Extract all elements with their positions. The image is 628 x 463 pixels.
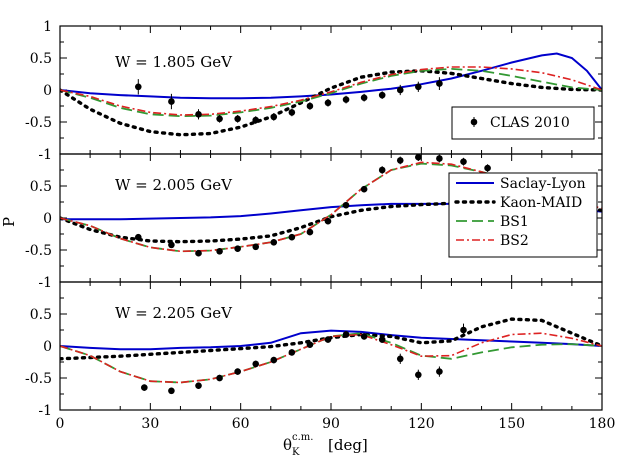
data-point	[252, 243, 260, 251]
data-point	[216, 115, 223, 123]
panel-label: W = 2.205 GeV	[115, 304, 233, 322]
data-point	[436, 368, 443, 375]
data-point	[168, 241, 175, 249]
data-point	[195, 111, 202, 118]
data-point	[216, 247, 223, 255]
series-bs1	[60, 67, 602, 118]
data-point	[270, 356, 278, 364]
legend-label-kaon-maid: Kaon-MAID	[500, 195, 582, 211]
y-axis-label: P	[0, 217, 18, 227]
y-tick-label: -1	[38, 275, 52, 291]
legend-label-clas: CLAS 2010	[490, 115, 570, 131]
x-tick-label: 150	[498, 416, 525, 432]
x-tick-label: 0	[56, 416, 65, 432]
x-tick-label: 30	[141, 416, 159, 432]
data-point	[324, 336, 332, 343]
y-tick-label: -1	[38, 403, 52, 419]
data-point	[378, 91, 386, 99]
data-point	[252, 116, 260, 124]
data-point	[396, 86, 404, 94]
x-tick-label: 120	[408, 416, 435, 432]
data-point	[436, 155, 443, 162]
legend-label-saclay-lyon: Saclay-Lyon	[500, 176, 586, 192]
data-point	[415, 371, 422, 379]
data-point	[288, 349, 296, 356]
data-point	[360, 94, 368, 101]
data-point	[436, 80, 443, 87]
y-tick-label: -0.5	[25, 115, 52, 131]
y-tick-label: 0.5	[30, 179, 52, 195]
data-point	[324, 217, 332, 225]
y-tick-label: 0	[43, 83, 52, 99]
data-point	[216, 374, 223, 382]
data-point	[378, 336, 386, 343]
series-kaon-maid	[60, 69, 602, 137]
panel-1: 1 0.5 0 -0.5 -1 W = 1.805 GeV	[25, 19, 603, 163]
data-point	[415, 154, 422, 161]
x-axis-label: θ c.m. K [deg]	[283, 432, 368, 458]
data-point	[460, 326, 467, 334]
data-point	[324, 99, 332, 107]
data-point	[360, 185, 368, 193]
data-point	[415, 83, 422, 91]
x-tick-label: 60	[232, 416, 250, 432]
y-tick-label: 0	[43, 339, 52, 355]
y-tick-label: 0	[43, 211, 52, 227]
data-point	[141, 384, 148, 391]
data-point	[252, 360, 260, 368]
data-point	[342, 96, 350, 103]
x-axis-label-unit: [deg]	[328, 436, 368, 454]
panel-3: 0.5 0 -0.5 -1 W = 2.205 GeV	[25, 281, 603, 419]
data-point	[342, 331, 350, 338]
x-tick-label: 90	[322, 416, 340, 432]
data-point	[288, 109, 296, 116]
y-tick-label: -0.5	[25, 243, 52, 259]
data-point	[270, 113, 278, 121]
data-point	[342, 201, 350, 209]
data-point	[270, 239, 278, 246]
x-tick-label: 180	[589, 416, 616, 432]
panel-label: W = 2.005 GeV	[115, 176, 233, 194]
data-point	[396, 355, 404, 363]
data-point	[234, 115, 241, 123]
series-kaon-maid	[60, 317, 602, 361]
legend-box	[448, 172, 598, 258]
data-point	[360, 333, 368, 340]
data-point	[168, 387, 175, 395]
legend-models: Saclay-Lyon Kaon-MAID BS1 BS2	[448, 172, 598, 258]
x-axis-label-superscript: c.m.	[292, 432, 313, 443]
data-point	[484, 164, 491, 172]
series-bs2	[60, 66, 602, 116]
data-point	[195, 382, 202, 389]
data-point	[168, 98, 175, 105]
series-bs2	[60, 332, 602, 384]
data-point	[396, 157, 404, 164]
data-point	[234, 368, 241, 375]
series-saclay-lyon	[60, 329, 602, 351]
legend-label-bs1: BS1	[500, 214, 529, 230]
y-tick-label: -0.5	[25, 371, 52, 387]
y-tick-label: 0.5	[30, 51, 52, 67]
series-saclay-lyon	[60, 52, 602, 100]
y-tick-label: -1	[38, 147, 52, 163]
data-point	[460, 158, 467, 165]
y-tick-label: 1	[43, 19, 52, 35]
data-point	[288, 233, 296, 241]
data-point	[306, 228, 314, 236]
data-point	[306, 341, 314, 349]
data-point	[234, 245, 241, 253]
legend-label-bs2: BS2	[500, 233, 529, 249]
x-axis-label-subscript: K	[292, 447, 300, 458]
data-point	[195, 249, 202, 257]
data-point	[378, 166, 386, 174]
y-tick-label: 0.5	[30, 307, 52, 323]
x-axis-label-theta: θ	[283, 436, 292, 454]
legend-clas: CLAS 2010	[451, 106, 595, 140]
data-point	[134, 233, 142, 241]
data-point	[134, 83, 142, 91]
data-point	[306, 102, 314, 110]
panel-frame	[59, 281, 603, 411]
panel-label: W = 1.805 GeV	[115, 53, 233, 71]
